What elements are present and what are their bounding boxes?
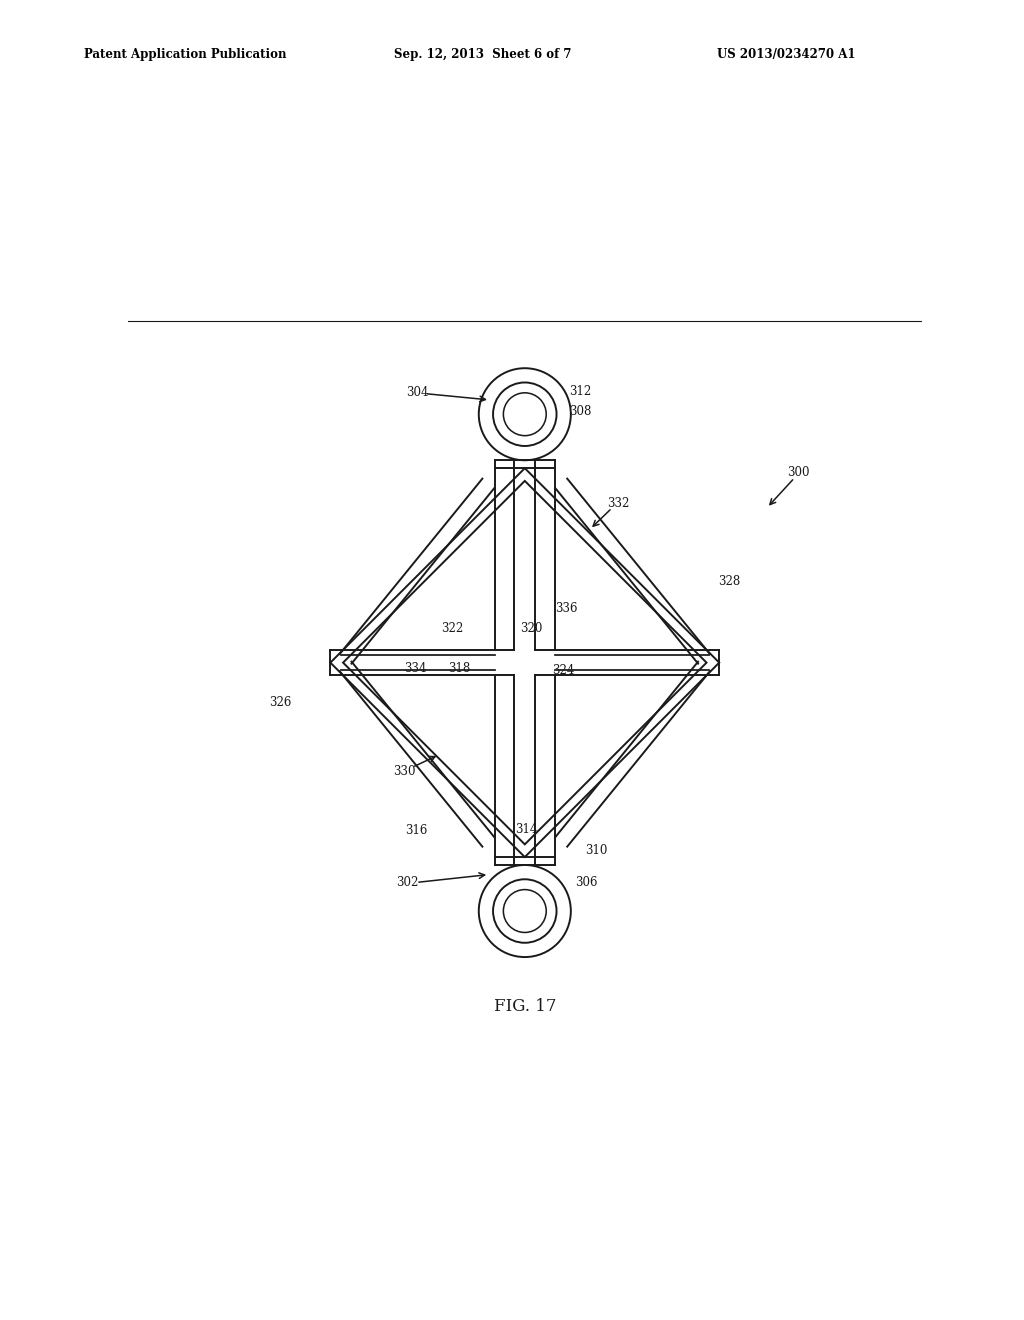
Text: Patent Application Publication: Patent Application Publication xyxy=(84,49,287,61)
Text: Sep. 12, 2013  Sheet 6 of 7: Sep. 12, 2013 Sheet 6 of 7 xyxy=(394,49,571,61)
Text: 308: 308 xyxy=(569,404,592,417)
Text: 332: 332 xyxy=(607,498,630,511)
Text: 330: 330 xyxy=(393,764,416,777)
Text: 322: 322 xyxy=(440,622,463,635)
Text: 306: 306 xyxy=(575,876,598,888)
Text: 328: 328 xyxy=(719,576,740,589)
Text: FIG. 17: FIG. 17 xyxy=(494,998,556,1015)
Text: 310: 310 xyxy=(585,845,607,857)
Text: 318: 318 xyxy=(449,663,471,676)
Text: 302: 302 xyxy=(396,876,419,888)
Text: 314: 314 xyxy=(515,822,538,836)
Text: 334: 334 xyxy=(404,661,427,675)
Text: 320: 320 xyxy=(520,622,543,635)
Text: 336: 336 xyxy=(556,602,579,615)
Text: 304: 304 xyxy=(407,387,429,400)
Text: US 2013/0234270 A1: US 2013/0234270 A1 xyxy=(717,49,855,61)
Text: 324: 324 xyxy=(552,664,574,677)
Text: 316: 316 xyxy=(404,824,427,837)
Text: 326: 326 xyxy=(269,696,292,709)
Text: 300: 300 xyxy=(787,466,810,479)
Text: 312: 312 xyxy=(569,384,592,397)
